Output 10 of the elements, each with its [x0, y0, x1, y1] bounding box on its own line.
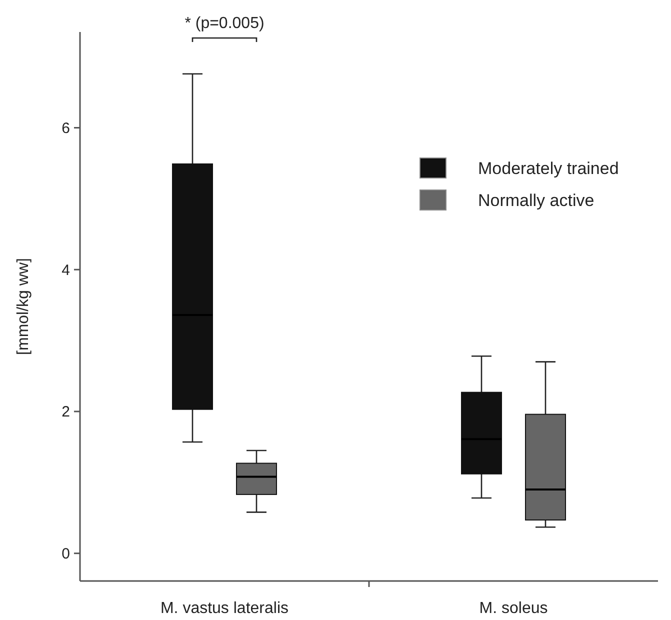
y-tick-label: 4 — [62, 262, 70, 279]
x-tick-label: M. vastus lateralis — [160, 600, 289, 617]
y-tick-label: 0 — [62, 546, 70, 563]
y-tick-label: 2 — [62, 404, 70, 421]
y-axis-title: [mmol/kg ww] — [15, 258, 32, 355]
y-tick-label: 6 — [62, 120, 70, 138]
annotation: * (p=0.005) — [184, 15, 264, 32]
x-tick-label: M. soleus — [479, 600, 548, 617]
legend-label: Moderately trained — [478, 158, 619, 178]
legend-label: Normally active — [478, 190, 594, 210]
